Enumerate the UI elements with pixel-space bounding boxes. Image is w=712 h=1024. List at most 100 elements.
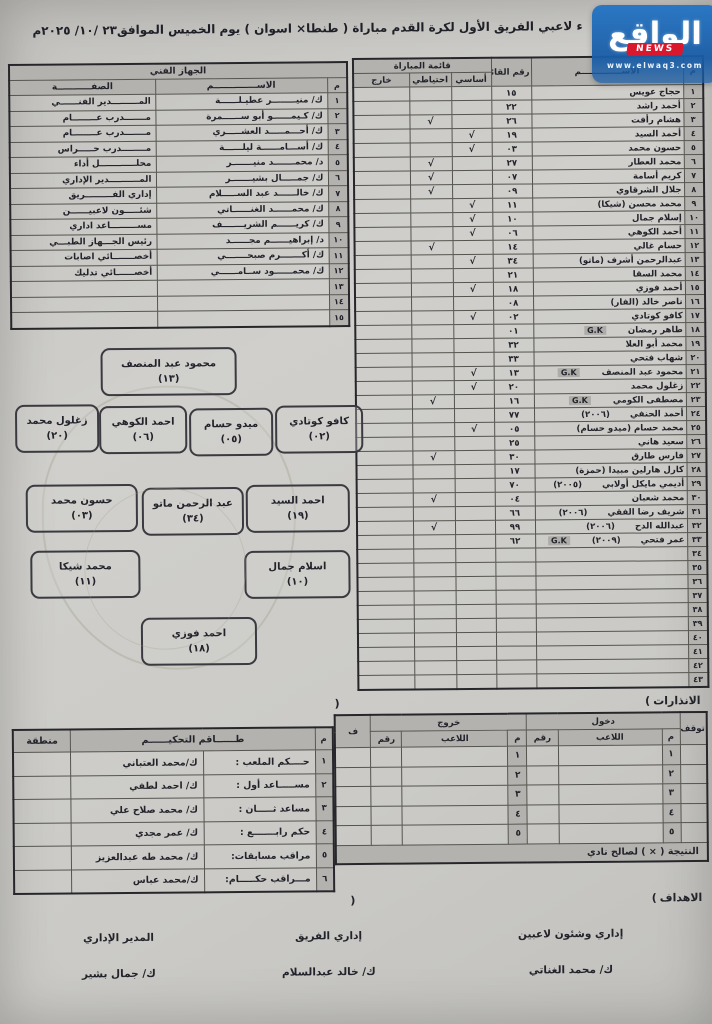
player-list-no: ٢٢ xyxy=(491,99,532,115)
player-name-cell: محمود عبد المنصف G.K xyxy=(533,364,686,380)
check-cell: √ xyxy=(409,114,452,130)
check-cell xyxy=(454,506,495,521)
f-cell xyxy=(335,825,372,846)
player-name-cell: أحمد فوزي xyxy=(532,280,686,296)
check-cell xyxy=(412,464,455,480)
player-name-cell: شهاب فتحي xyxy=(533,350,686,366)
check-cell xyxy=(453,408,495,423)
check-cell xyxy=(454,436,495,451)
staff-role xyxy=(11,311,158,329)
check-cell xyxy=(455,548,496,563)
player-row-no: ٣١ xyxy=(686,504,707,519)
out-row-no: ٣ xyxy=(508,785,528,805)
check-cell xyxy=(455,632,497,647)
player-row-no: ٣٩ xyxy=(687,616,708,631)
goalkeeper-badge: G.K xyxy=(547,536,570,546)
formation-winger-left: محمد شيكا (١١) xyxy=(30,549,141,599)
players-col-out: خارج xyxy=(353,73,410,88)
referee-role: مســـــاعد أول : xyxy=(203,773,316,798)
staff-role: مســـــــــاعد اداري xyxy=(10,218,157,236)
check-cell xyxy=(411,408,455,424)
player-name: أحمد الكوهي xyxy=(627,226,683,238)
technical-staff-section: الجهاز الفني م الاســــــــــــــم الصفـ… xyxy=(7,61,351,330)
staff-name: ك/ محمــــــد الغنــــــاتي xyxy=(156,201,329,219)
staff-role: شئـــــون لاعبيــــــن xyxy=(10,202,157,220)
check-cell xyxy=(410,226,453,242)
f-cell xyxy=(334,747,372,768)
referee-role: مساعد ثـــــان : xyxy=(203,796,316,822)
formation-defender-right: كافو كوتادي (٠٢) xyxy=(274,404,364,454)
ref-col-no: م xyxy=(314,727,333,750)
check-cell xyxy=(355,325,412,340)
referee-row-no: ٣ xyxy=(315,796,334,821)
check-cell xyxy=(355,409,413,424)
player-row-no: ٣٤ xyxy=(687,546,708,561)
player-name: سعيد هاني xyxy=(637,436,684,448)
players-section: م الاســــــــــــــم رقم القائمة قائمة … xyxy=(351,54,710,691)
player-name-cell: كريم أسامة xyxy=(531,168,685,184)
out-row-no: ٥ xyxy=(508,824,528,844)
subs-out-col-no: م xyxy=(507,730,527,747)
check-cell xyxy=(355,353,412,368)
staff-row-no: ٧ xyxy=(328,185,349,202)
out-row-no: ٤ xyxy=(508,804,528,825)
substitutions-table: توقف دخول خروج ف م اللاعب رقم م اللاعب ر… xyxy=(333,710,709,865)
player-row-no: ١٥ xyxy=(684,280,706,295)
player-name-cell xyxy=(535,602,688,618)
player-list-no xyxy=(496,645,537,661)
player-row-no: ٢٤ xyxy=(685,406,707,421)
player-name: أحمد الحنفي xyxy=(629,408,684,420)
player-row-no: ٣٨ xyxy=(687,602,708,617)
player-row-no: ٣٢ xyxy=(686,518,708,533)
check-cell xyxy=(454,450,495,465)
player-name-cell: محمد شعبان xyxy=(534,490,687,506)
in-number-cell xyxy=(527,804,559,825)
check-cell xyxy=(451,170,493,185)
player-name-cell: أحمد الحنفي (٢٠٠٦) xyxy=(533,406,687,422)
referee-zone xyxy=(13,798,72,824)
out-row-no: ٢ xyxy=(508,765,528,786)
staff-row-no: ٩ xyxy=(328,216,349,233)
check-cell xyxy=(454,520,496,535)
check-cell xyxy=(455,576,496,591)
player-row-no: ٩ xyxy=(684,196,705,211)
player-name: أحمد فوزي xyxy=(635,282,683,294)
check-cell xyxy=(354,185,411,200)
check-cell xyxy=(411,310,454,326)
player-name-cell: زغلول محمد xyxy=(533,378,686,394)
player-name-cell: سعيد هاني xyxy=(534,434,687,450)
logo-url: www.elwaq3.com xyxy=(606,60,704,70)
player-row-no: ٢٧ xyxy=(686,448,707,463)
player-list-no xyxy=(495,575,536,591)
staff-name: ك/ أحـــمـــــد العشـــــري xyxy=(155,123,328,141)
check-cell xyxy=(414,674,457,690)
out-player-cell xyxy=(402,765,509,787)
goalkeeper-badge: G.K xyxy=(557,368,580,378)
check-cell xyxy=(355,297,412,312)
player-row-no: ٨ xyxy=(684,182,705,197)
in-player-cell xyxy=(558,803,663,824)
player-list-no xyxy=(495,547,536,563)
referee-zone xyxy=(13,822,72,847)
player-row-no: ٢ xyxy=(683,98,704,113)
formation-player-number: (٠٢) xyxy=(308,431,330,443)
staff-name: ك/ محمــــــود ســامــــــي xyxy=(156,263,329,281)
player-list-no: ٠٤ xyxy=(494,491,535,507)
player-row-no: ١٤ xyxy=(684,266,705,281)
player-name-cell: عبدالرحمن أشرف (ماتو) xyxy=(532,252,685,268)
formation-player-number: (٠٦) xyxy=(132,431,154,443)
check-cell xyxy=(454,464,495,479)
check-cell xyxy=(414,660,457,676)
close-paren: ) xyxy=(350,894,356,908)
check-cell xyxy=(454,492,495,507)
player-name: عبدالرحمن أشرف (ماتو) xyxy=(578,254,683,266)
player-row-no: ١٧ xyxy=(685,308,706,323)
player-name-cell xyxy=(535,546,688,562)
check-cell xyxy=(413,632,457,648)
check-cell xyxy=(410,198,453,214)
out-number-cell xyxy=(371,766,403,787)
referee-row: ٢ مســـــاعد أول : ك/ احمد لطفي xyxy=(13,773,334,800)
player-name: محمد العطار xyxy=(628,156,682,168)
referee-row: ٣ مساعد ثـــــان : ك/ محمد صلاح علي xyxy=(13,796,334,824)
check-cell: √ xyxy=(409,170,453,186)
